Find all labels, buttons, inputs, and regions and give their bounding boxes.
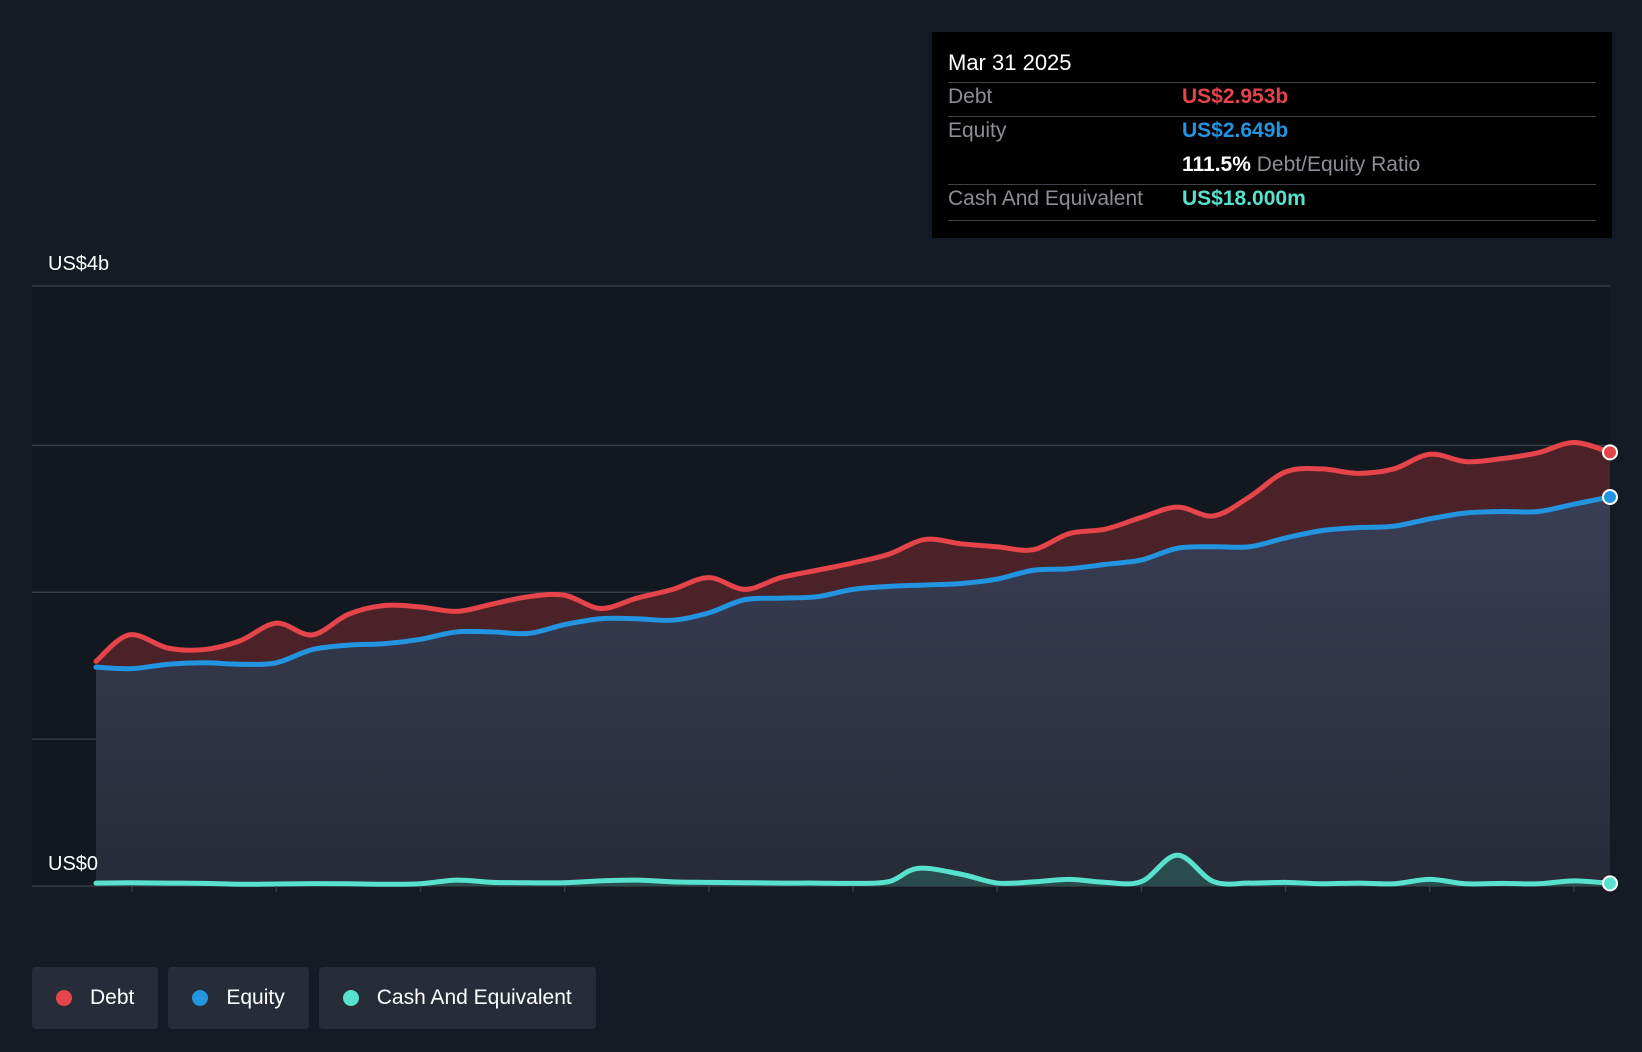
legend-equity-label: Equity <box>226 986 285 1009</box>
debt-equity-chart: 2015201620172018201920202021202220232024… <box>32 253 1618 892</box>
cash-line <box>93 852 1613 887</box>
legend-debt-button[interactable]: Debt <box>32 967 159 1029</box>
equity-endpoint <box>1602 488 1618 505</box>
debt-line <box>93 439 1613 664</box>
tooltip-debt-value: US$2.953b <box>1182 85 1289 108</box>
y-axis-min-label: US$0 <box>48 853 98 875</box>
tooltip-debt-label: Debt <box>948 85 993 108</box>
tooltip-ratio: 111.5% Debt/Equity Ratio <box>1182 153 1420 177</box>
debt-dot-icon <box>56 990 72 1006</box>
legend-equity-button[interactable]: Equity <box>168 967 309 1029</box>
tooltip-equity-value: US$2.649b <box>1182 119 1289 142</box>
tooltip-divider <box>948 82 1596 83</box>
equity-line <box>93 494 1613 672</box>
tooltip-ratio-value: 111.5% <box>1182 153 1251 176</box>
tooltip-cash-value: US$18.000m <box>1182 187 1306 210</box>
tooltip-divider <box>948 116 1596 117</box>
cash-endpoint <box>1602 875 1618 892</box>
equity-area <box>96 496 1610 886</box>
legend-debt-label: Debt <box>90 986 135 1009</box>
tooltip-divider <box>948 220 1596 221</box>
hover-tooltip: Mar 31 2025 Debt US$2.953b Equity US$2.6… <box>932 32 1612 238</box>
legend-cash-label: Cash And Equivalent <box>376 986 572 1009</box>
tooltip-divider <box>948 184 1596 185</box>
debt-endpoint <box>1602 444 1618 461</box>
equity-dot-icon <box>192 990 209 1006</box>
tooltip-cash-label: Cash And Equivalent <box>948 187 1143 210</box>
tooltip-date: Mar 31 2025 <box>948 50 1072 75</box>
cash-dot-icon <box>342 990 359 1006</box>
tooltip-equity-label: Equity <box>948 119 1007 142</box>
legend-cash-button[interactable]: Cash And Equivalent <box>318 967 596 1029</box>
chart-legend: Debt Equity Cash And Equivalent <box>32 967 606 1029</box>
tooltip-ratio-label: Debt/Equity Ratio <box>1256 153 1421 176</box>
y-axis-max-label: US$4b <box>48 253 109 275</box>
